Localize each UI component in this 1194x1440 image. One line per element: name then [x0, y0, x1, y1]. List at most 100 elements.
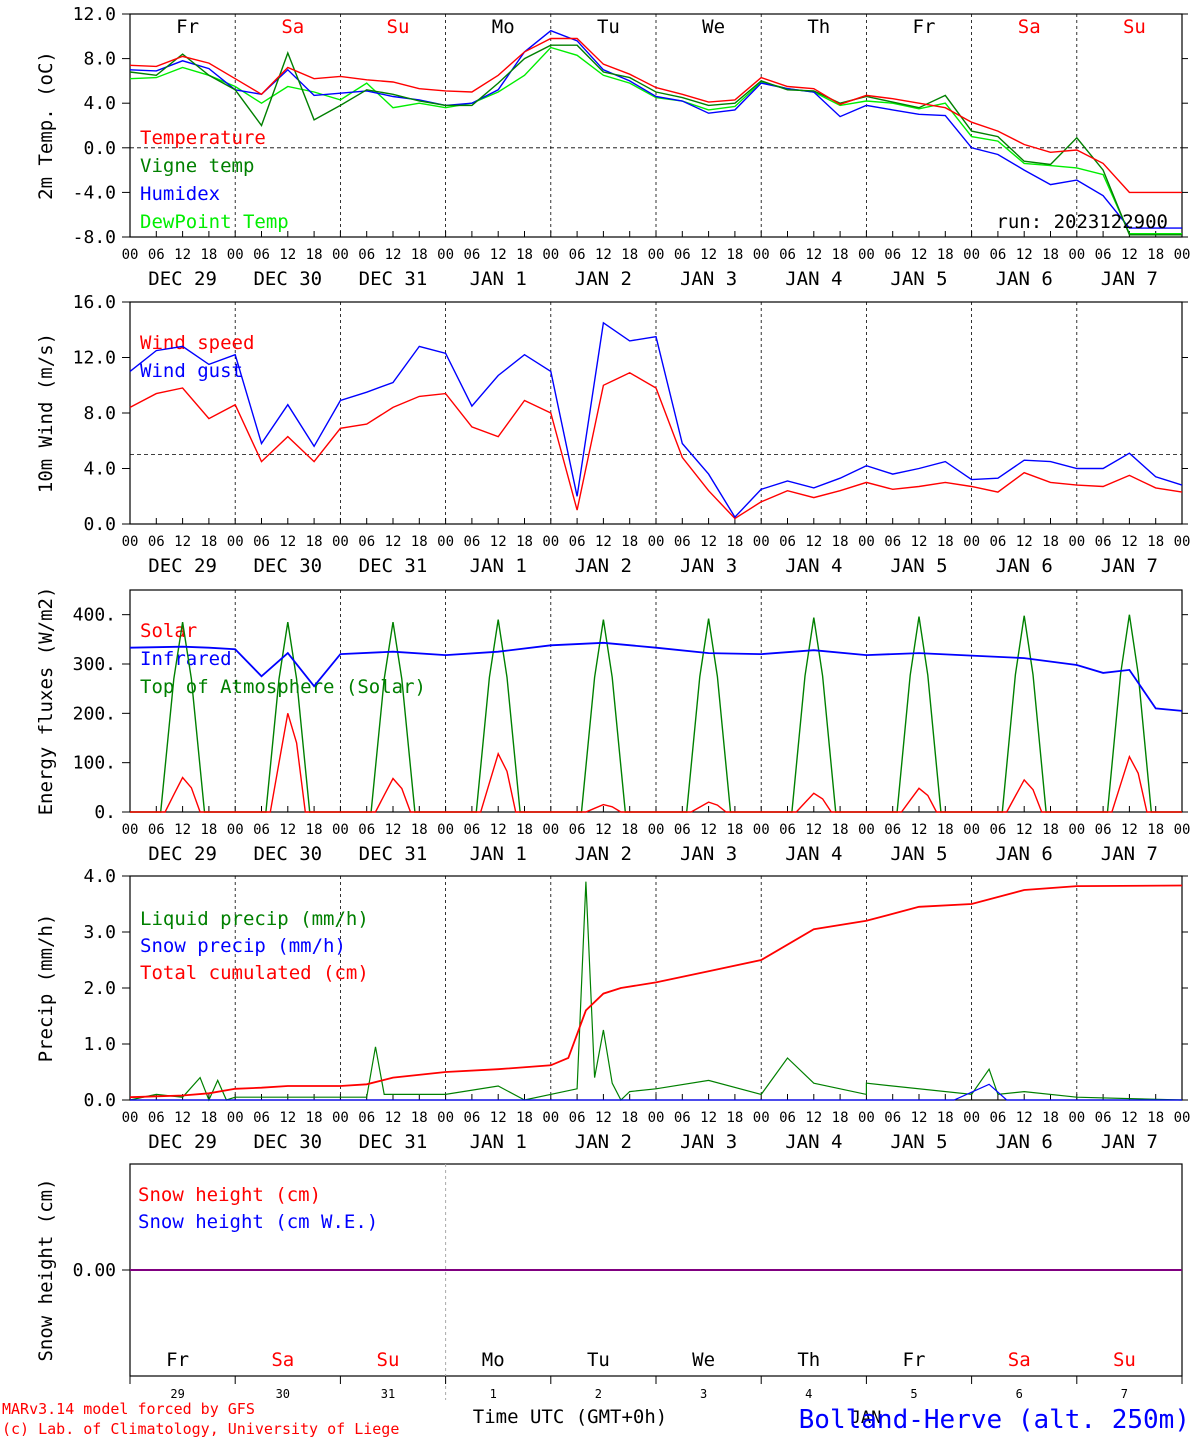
hour-tick-label: 00: [542, 1110, 559, 1126]
hour-tick-label: 12: [174, 247, 191, 263]
hour-tick-label: 12: [279, 822, 296, 838]
hour-tick-label: 00: [858, 534, 875, 550]
hour-tick-label: 18: [621, 247, 638, 263]
hour-tick-label: 18: [516, 247, 533, 263]
date-label: JAN 5: [890, 268, 947, 290]
hour-tick-label: 00: [437, 822, 454, 838]
date-label: JAN 1: [470, 1131, 527, 1153]
hour-tick-label: 00: [963, 822, 980, 838]
hour-tick-label: 00: [1174, 1110, 1191, 1126]
y-tick-label: 0.0: [83, 138, 116, 159]
hour-tick-label: 12: [174, 534, 191, 550]
hour-tick-label: 00: [227, 822, 244, 838]
hour-tick-label: 00: [858, 822, 875, 838]
hour-tick-label: 12: [595, 247, 612, 263]
hour-tick-label: 00: [1174, 822, 1191, 838]
hour-tick-label: 18: [832, 1110, 849, 1126]
date-label: DEC 31: [359, 268, 428, 290]
hour-tick-label: 12: [1121, 1110, 1138, 1126]
hour-tick-label: 12: [279, 247, 296, 263]
date-label: DEC 30: [253, 843, 322, 865]
hour-tick-label: 18: [937, 534, 954, 550]
y-tick-label: 4.0: [83, 459, 116, 480]
date-label: DEC 29: [148, 843, 217, 865]
hour-tick-label: 00: [332, 822, 349, 838]
hour-tick-label: 06: [253, 822, 270, 838]
hour-tick-label: 06: [358, 534, 375, 550]
day-name-label: Sa: [281, 16, 304, 38]
y-axis-label-3: Energy fluxes (W/m2): [35, 587, 57, 816]
day-number-label: 31: [381, 1387, 395, 1401]
hour-tick-label: 18: [726, 822, 743, 838]
day-number-label: 5: [910, 1387, 917, 1401]
hour-tick-label: 12: [805, 1110, 822, 1126]
legend-wind-gust: Wind gust: [140, 360, 243, 382]
hour-tick-label: 06: [148, 247, 165, 263]
date-label: DEC 31: [359, 843, 428, 865]
y-tick-label: 3.0: [83, 922, 116, 943]
hour-tick-label: 00: [542, 534, 559, 550]
series-humidex: [129, 29, 1182, 229]
hour-tick-label: 12: [1121, 822, 1138, 838]
hour-tick-label: 06: [569, 534, 586, 550]
day-name-label: Sa: [271, 1349, 294, 1371]
day-number-label: 4: [805, 1387, 812, 1401]
y-tick-label: 2.0: [83, 978, 116, 999]
footer-model: MARv3.14 model forced by GFS: [2, 1400, 255, 1418]
hour-tick-label: 00: [542, 247, 559, 263]
y-tick-label: 8.0: [83, 403, 116, 424]
legend-snow-height-cm-w-e-: Snow height (cm W.E.): [138, 1211, 378, 1233]
hour-tick-label: 12: [1121, 534, 1138, 550]
day-name-label: We: [702, 16, 725, 38]
hour-tick-label: 12: [279, 1110, 296, 1126]
day-name-label: Sa: [1008, 1349, 1031, 1371]
hour-tick-label: 00: [1068, 822, 1085, 838]
day-name-label: Fr: [176, 16, 199, 38]
hour-tick-label: 12: [911, 534, 928, 550]
hour-tick-label: 12: [911, 1110, 928, 1126]
day-name-label: Th: [807, 16, 830, 38]
hour-tick-label: 12: [911, 247, 928, 263]
hour-tick-label: 12: [1016, 822, 1033, 838]
hour-tick-label: 00: [542, 822, 559, 838]
hour-tick-label: 00: [332, 247, 349, 263]
hour-tick-label: 18: [411, 822, 428, 838]
hour-tick-label: 06: [674, 1110, 691, 1126]
hour-tick-label: 06: [463, 1110, 480, 1126]
hour-tick-label: 12: [1121, 247, 1138, 263]
hour-tick-label: 12: [385, 534, 402, 550]
hour-tick-label: 00: [122, 534, 139, 550]
day-number-label: 2: [595, 1387, 602, 1401]
hour-tick-label: 18: [516, 534, 533, 550]
day-name-label: Sa: [1018, 16, 1041, 38]
hour-tick-label: 06: [989, 534, 1006, 550]
hour-tick-label: 18: [621, 822, 638, 838]
series-dewpoint-temp: [129, 46, 1182, 235]
day-name-label: Tu: [587, 1349, 610, 1371]
hour-tick-label: 18: [306, 247, 323, 263]
date-label: JAN 6: [996, 843, 1053, 865]
hour-tick-label: 12: [700, 534, 717, 550]
hour-tick-label: 18: [832, 534, 849, 550]
legend-temperature: Temperature: [140, 127, 266, 149]
hour-tick-label: 12: [490, 247, 507, 263]
hour-tick-label: 18: [726, 1110, 743, 1126]
hour-tick-label: 06: [674, 534, 691, 550]
hour-tick-label: 12: [911, 822, 928, 838]
legend-solar: Solar: [140, 620, 197, 642]
hour-tick-label: 00: [753, 247, 770, 263]
hour-tick-label: 12: [490, 822, 507, 838]
hour-tick-label: 18: [1042, 822, 1059, 838]
hour-tick-label: 00: [1174, 534, 1191, 550]
hour-tick-label: 18: [726, 247, 743, 263]
hour-tick-label: 00: [963, 534, 980, 550]
hour-tick-label: 18: [621, 534, 638, 550]
date-label: JAN 3: [680, 1131, 737, 1153]
day-number-label: 3: [700, 1387, 707, 1401]
legend-total-cumulated-cm-: Total cumulated (cm): [140, 962, 369, 984]
hour-tick-label: 12: [805, 534, 822, 550]
hour-tick-label: 18: [937, 247, 954, 263]
hour-tick-label: 06: [569, 822, 586, 838]
date-label: JAN 6: [996, 268, 1053, 290]
hour-tick-label: 18: [1042, 247, 1059, 263]
